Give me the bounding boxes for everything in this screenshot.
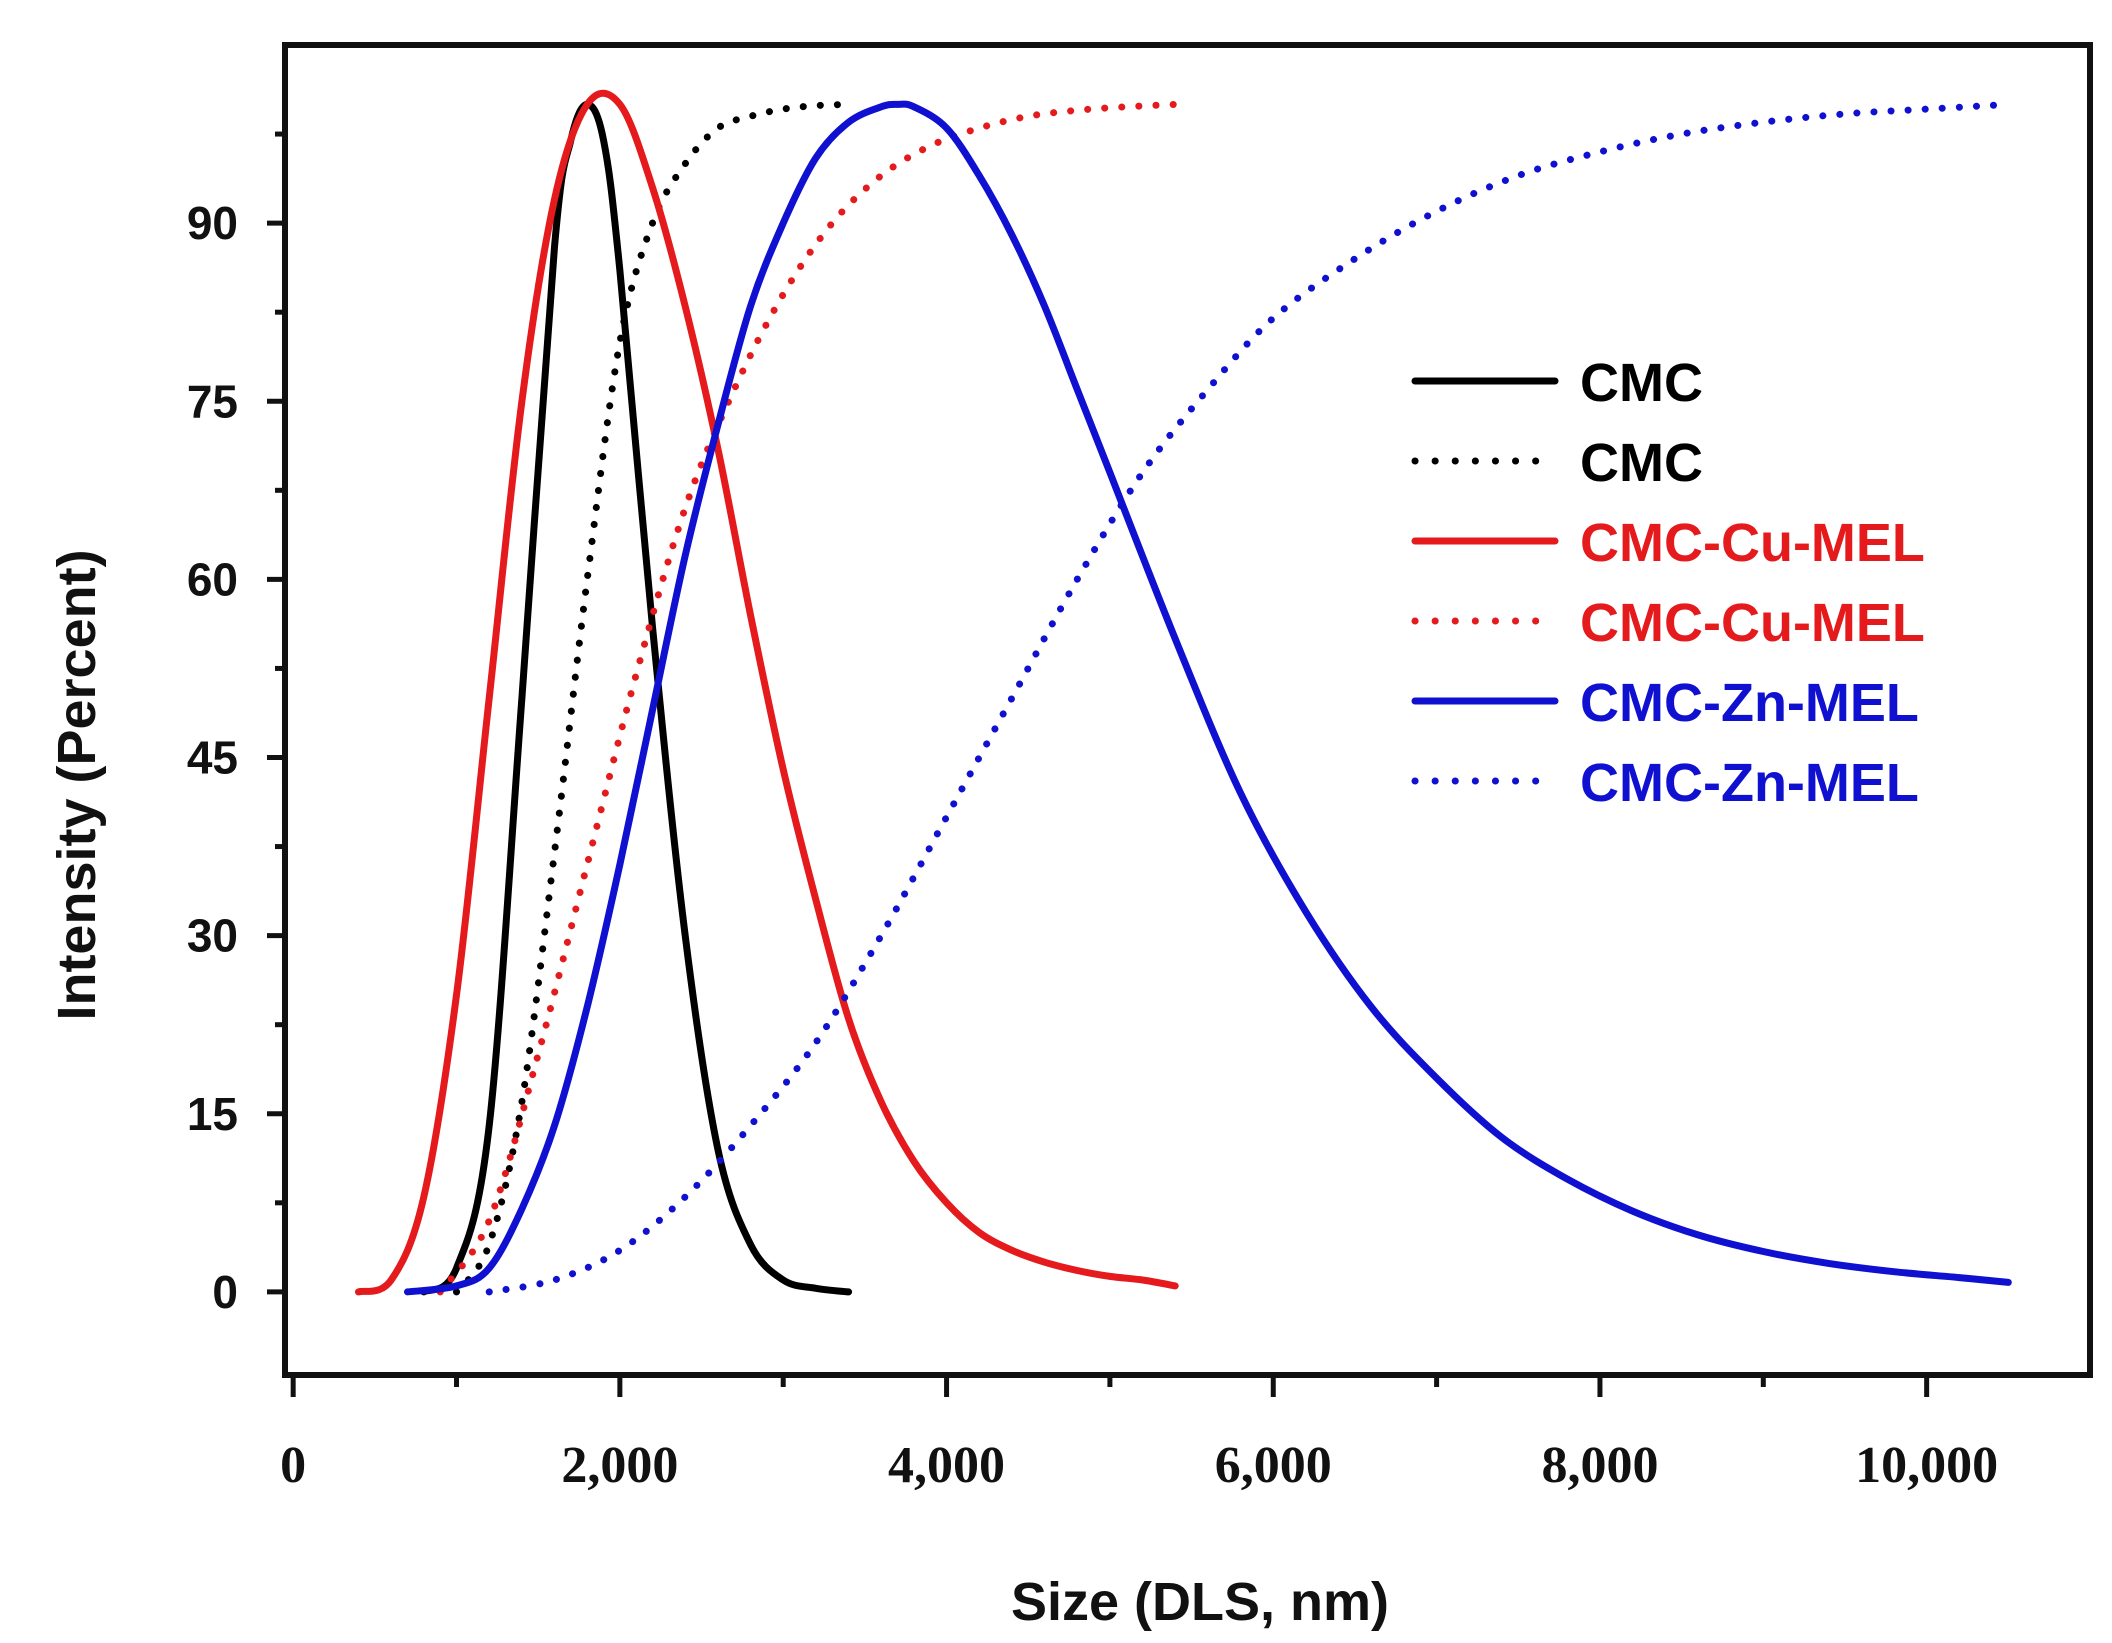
legend-label-cmc-cu-mel: CMC-Cu-MEL xyxy=(1580,513,1925,573)
x-tick-label: 0 xyxy=(280,1437,306,1494)
x-tick-label: 8,000 xyxy=(1541,1437,1658,1494)
data-series xyxy=(355,89,2012,1296)
legend: CMC CMC CMC-Cu-MEL CMC-Cu-MEL CMC-Zn-MEL CMC-… xyxy=(1411,353,1925,813)
series-cmc-zn-mel-solid xyxy=(404,100,2012,1296)
y-tick-label: 15 xyxy=(187,1088,238,1140)
series-cmc-solid xyxy=(420,100,853,1296)
legend-label-cmc: CMC xyxy=(1580,433,1703,493)
series-cmc-zn-mel-dotted xyxy=(485,100,2012,1296)
legend-label-cmc: CMC xyxy=(1580,353,1703,413)
y-tick-label: 0 xyxy=(212,1266,238,1318)
y-tick-label: 90 xyxy=(187,197,238,249)
y-tick-label: 45 xyxy=(187,732,238,784)
axes: 0 15 30 45 60 75 90 0 2,000 4,000 6,000 8,000 10,00… xyxy=(187,131,2090,1494)
x-axis-title: Size (DLS, nm) xyxy=(1011,1572,1389,1632)
y-tick-label: 75 xyxy=(187,375,238,427)
x-tick-label: 10,000 xyxy=(1855,1437,1998,1494)
x-tick-label: 6,000 xyxy=(1215,1437,1332,1494)
legend-label-cmc-cu-mel: CMC-Cu-MEL xyxy=(1580,593,1925,653)
series-cmc-dotted xyxy=(453,100,853,1296)
x-tick-label: 4,000 xyxy=(888,1437,1005,1494)
series-cmc-cu-mel-dotted xyxy=(436,100,1179,1296)
legend-label-cmc-zn-mel: CMC-Zn-MEL xyxy=(1580,673,1919,733)
y-axis-title: Intensity (Percent) xyxy=(47,549,107,1020)
x-axis-ticks: 0 2,000 4,000 6,000 8,000 10,000 xyxy=(280,1375,1998,1494)
x-tick-label: 2,000 xyxy=(561,1437,678,1494)
y-tick-label: 30 xyxy=(187,910,238,962)
y-axis-ticks: 0 15 30 45 60 75 90 xyxy=(187,131,285,1318)
series-cmc-cu-mel-solid xyxy=(355,89,1179,1296)
y-tick-label: 60 xyxy=(187,553,238,605)
legend-label-cmc-zn-mel: CMC-Zn-MEL xyxy=(1580,753,1919,813)
